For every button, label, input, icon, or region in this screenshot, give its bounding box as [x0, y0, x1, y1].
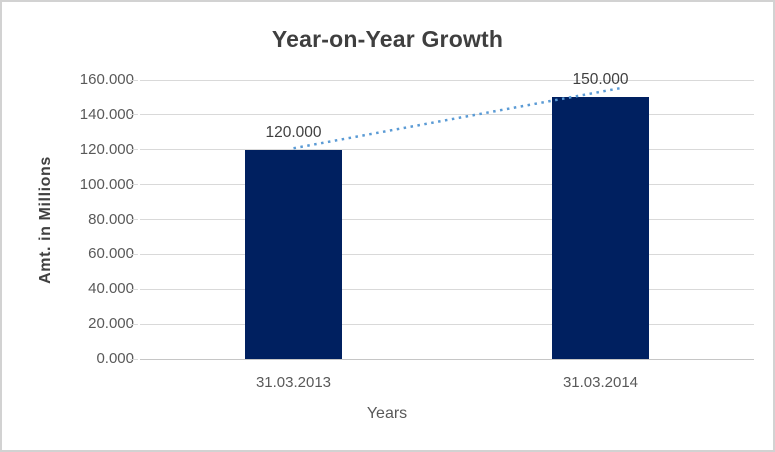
plot-area	[140, 79, 754, 360]
data-label-31.03.2014: 150.000	[572, 71, 629, 89]
y-tick-mark	[130, 288, 138, 290]
gridline	[140, 149, 754, 151]
y-tick-label: 0.000	[96, 350, 134, 367]
y-tick-mark	[130, 323, 138, 325]
x-axis-title: Years	[366, 405, 408, 422]
y-tick-mark	[130, 253, 138, 255]
bar-31.03.2014	[552, 97, 649, 359]
y-tick-mark	[130, 114, 138, 116]
y-tick-label: 40.000	[88, 280, 134, 298]
y-tick-label: 140.000	[79, 105, 134, 123]
y-tick-label: 160.000	[79, 71, 134, 88]
x-axis-line	[140, 358, 754, 360]
y-tick-mark	[130, 219, 138, 220]
gridline	[140, 184, 754, 186]
gridline	[140, 323, 754, 325]
bar-31.03.2013	[245, 149, 342, 359]
y-tick-label: 20.000	[88, 315, 134, 333]
gridline	[140, 253, 754, 255]
y-tick-label: 100.000	[79, 175, 134, 193]
gridline	[140, 219, 754, 220]
y-tick-label: 120.000	[79, 140, 134, 158]
data-label-31.03.2013: 120.000	[265, 123, 322, 141]
x-tick-label: 31.03.2013	[255, 374, 332, 391]
y-tick-mark	[130, 358, 138, 360]
y-tick-mark	[130, 149, 138, 151]
y-tick-label: 60.000	[88, 245, 134, 263]
y-tick-mark	[130, 79, 138, 81]
y-tick-mark	[130, 184, 138, 186]
y-tick-label: 80.000	[88, 210, 134, 228]
x-tick-label: 31.03.2014	[562, 374, 639, 391]
chart-title: Year-on-Year Growth	[271, 26, 504, 52]
gridline	[140, 114, 754, 116]
gridline	[140, 79, 754, 81]
gridline	[140, 288, 754, 290]
